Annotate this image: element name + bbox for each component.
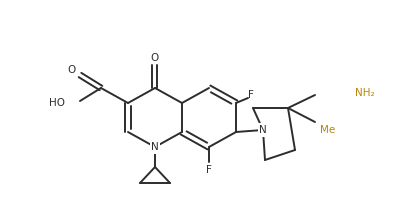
Text: O: O [68,65,76,75]
Text: F: F [206,165,212,175]
Text: N: N [151,142,159,152]
Text: O: O [151,53,159,63]
Text: NH₂: NH₂ [355,88,375,98]
Text: N: N [259,125,267,135]
Text: F: F [248,90,254,100]
Text: HO: HO [49,98,65,108]
Text: Me: Me [320,125,335,135]
